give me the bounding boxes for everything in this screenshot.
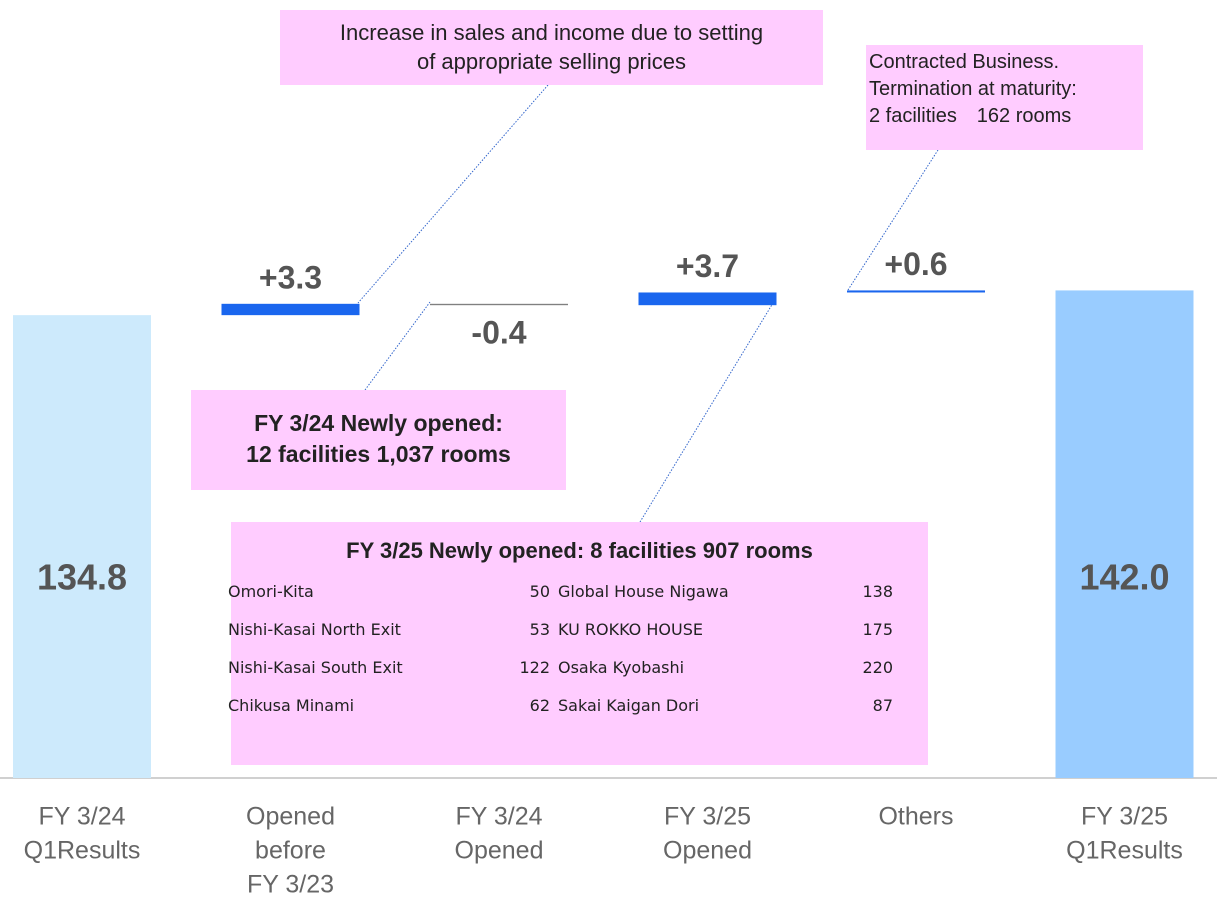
table-cell: 62 (529, 695, 550, 715)
x-tick-label: FY 3/23 (247, 871, 334, 899)
table-cell: 50 (529, 581, 550, 601)
annotation-line: 12 facilities 1,037 rooms (246, 441, 511, 467)
x-tick-label: Q1Results (24, 837, 141, 865)
table-cell: Osaka Kyobashi (558, 657, 685, 677)
bar (13, 315, 151, 778)
table-cell: 122 (519, 657, 550, 677)
table-cell: 53 (529, 619, 550, 639)
table-cell: KU ROKKO HOUSE (558, 619, 703, 639)
table-cell: Omori-Kita (228, 581, 314, 601)
connector (847, 149, 939, 291)
table-row: Chikusa Minami 62 Sakai Kaigan Dori 87 (228, 686, 893, 724)
bar (847, 290, 985, 293)
x-tick-label: Opened (663, 837, 752, 865)
x-tick-label: Opened (246, 803, 335, 831)
annotation-table: FY 3/25 Newly opened: 8 facilities 907 r… (228, 522, 928, 765)
table-cell: 87 (872, 695, 893, 715)
bar (221, 303, 360, 316)
bar (1055, 290, 1194, 778)
connector (639, 302, 774, 523)
table-cell: 138 (862, 581, 893, 601)
annotation-title: FY 3/25 Newly opened: 8 facilities 907 r… (346, 538, 813, 563)
x-tick-label: FY 3/24 (38, 803, 125, 831)
table-cell: 175 (862, 619, 893, 639)
x-tick-label: Others (878, 803, 953, 831)
value-label: 142.0 (1079, 557, 1169, 598)
table-cell: Nishi-Kasai South Exit (228, 657, 403, 677)
connector (364, 301, 431, 391)
annotation-line: 2 facilities 162 rooms (869, 105, 1072, 127)
x-tick-label: FY 3/25 (664, 803, 751, 831)
table-cell: Sakai Kaigan Dori (558, 695, 700, 715)
connector (357, 84, 549, 304)
x-tick-label: FY 3/25 (1081, 803, 1168, 831)
table-cell: 220 (862, 657, 893, 677)
table-row: Nishi-Kasai North Exit 53 KU ROKKO HOUSE 17… (228, 610, 893, 648)
annotation: Contracted Business. Termination at matur… (866, 45, 1143, 150)
table-row: Nishi-Kasai South Exit 122 Osaka Kyobashi 2… (228, 648, 893, 686)
table-cell: Nishi-Kasai North Exit (228, 619, 401, 639)
annotation-line: of appropriate selling prices (416, 49, 687, 74)
x-tick-label: Opened (455, 837, 544, 865)
value-label: +3.7 (676, 248, 739, 284)
facility-table: Omori-Kita 50 Global House Nigawa 138 Nishi-… (228, 572, 893, 724)
x-tick-label: FY 3/24 (455, 803, 542, 831)
annotation: FY 3/24 Newly opened: 12 facilities 1,037… (191, 390, 566, 490)
table-cell: Global House Nigawa (558, 581, 729, 601)
table-cell: Chikusa Minami (228, 695, 355, 715)
table-row: Omori-Kita 50 Global House Nigawa 138 (228, 572, 893, 610)
value-label: +3.3 (259, 259, 322, 295)
annotation-line: Contracted Business. (869, 51, 1060, 73)
x-tick-label: before (255, 837, 326, 865)
value-label: +0.6 (884, 246, 947, 282)
bar (638, 292, 777, 306)
connectors (357, 84, 939, 523)
annotation-line: Increase in sales and income due to sett… (339, 20, 764, 45)
bar (430, 303, 568, 306)
x-tick-label: Q1Results (1066, 837, 1183, 865)
annotation-line: Termination at maturity: (869, 78, 1077, 100)
value-label: 134.8 (37, 557, 127, 598)
annotation-line: FY 3/24 Newly opened: (254, 410, 503, 436)
annotation: Increase in sales and income due to sett… (280, 10, 823, 85)
value-label: -0.4 (471, 315, 526, 351)
